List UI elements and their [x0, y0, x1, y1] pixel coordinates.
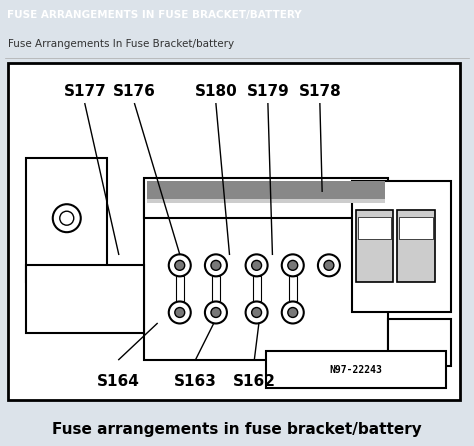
Bar	[144, 178, 388, 218]
Circle shape	[169, 254, 191, 277]
Text: Fuse arrangements in fuse bracket/battery: Fuse arrangements in fuse bracket/batter…	[52, 422, 422, 437]
Bar	[265, 351, 447, 388]
Circle shape	[205, 301, 227, 323]
Circle shape	[211, 260, 221, 270]
Text: S162: S162	[233, 374, 276, 389]
Circle shape	[318, 254, 340, 277]
Bar	[357, 217, 392, 239]
Bar	[388, 319, 451, 366]
Circle shape	[169, 301, 191, 323]
Bar	[399, 217, 433, 239]
Text: N97-22243: N97-22243	[329, 365, 383, 375]
Bar	[212, 277, 220, 301]
Text: FUSE ARRANGEMENTS IN FUSE BRACKET/BATTERY: FUSE ARRANGEMENTS IN FUSE BRACKET/BATTER…	[7, 10, 302, 20]
Text: S180: S180	[194, 84, 237, 99]
Bar	[356, 210, 393, 282]
Circle shape	[175, 260, 185, 270]
Circle shape	[288, 308, 298, 318]
Bar	[26, 265, 144, 333]
Circle shape	[252, 308, 262, 318]
Circle shape	[53, 204, 81, 232]
Bar	[253, 277, 261, 301]
Text: S176: S176	[113, 84, 156, 99]
Bar	[26, 157, 108, 282]
Bar	[289, 277, 297, 301]
Circle shape	[246, 301, 268, 323]
Text: S179: S179	[246, 84, 289, 99]
Bar	[8, 63, 460, 400]
Circle shape	[282, 301, 304, 323]
Circle shape	[288, 260, 298, 270]
Circle shape	[60, 211, 74, 225]
Circle shape	[282, 254, 304, 277]
Circle shape	[252, 260, 262, 270]
Bar	[144, 181, 388, 359]
Text: S164: S164	[97, 374, 140, 389]
Bar	[397, 210, 435, 282]
Circle shape	[205, 254, 227, 277]
Bar	[146, 199, 385, 203]
Bar	[146, 181, 385, 199]
Circle shape	[175, 308, 185, 318]
Circle shape	[211, 308, 221, 318]
Text: S178: S178	[299, 84, 341, 99]
Text: Fuse Arrangements In Fuse Bracket/battery: Fuse Arrangements In Fuse Bracket/batter…	[8, 39, 234, 50]
Bar	[176, 277, 184, 301]
Bar	[352, 181, 451, 313]
Text: S163: S163	[174, 374, 217, 389]
Circle shape	[324, 260, 334, 270]
Circle shape	[246, 254, 268, 277]
Text: S177: S177	[64, 84, 106, 99]
